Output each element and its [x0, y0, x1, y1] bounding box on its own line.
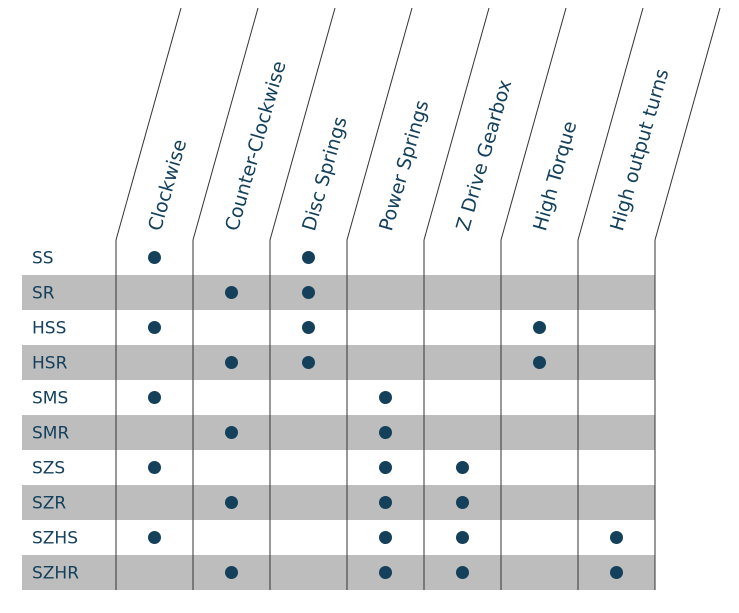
- row-label: SS: [32, 249, 54, 269]
- feature-dot: [302, 356, 315, 369]
- row-label: HSR: [32, 354, 68, 374]
- feature-dot: [379, 496, 392, 509]
- feature-dot: [610, 566, 623, 579]
- header-divider: [423, 7, 490, 241]
- row-label: SZHR: [32, 564, 79, 584]
- feature-dot: [379, 566, 392, 579]
- header-divider: [346, 7, 413, 241]
- row-label: HSS: [32, 319, 66, 339]
- column-header: Power Springs: [375, 98, 433, 234]
- header-divider: [500, 7, 567, 241]
- row-stripe: [22, 275, 655, 310]
- feature-dot: [379, 426, 392, 439]
- feature-dot: [225, 426, 238, 439]
- row-stripe: [22, 345, 655, 380]
- feature-dot: [533, 321, 546, 334]
- row-label: SR: [32, 284, 55, 304]
- feature-dot: [148, 251, 161, 264]
- feature-dot: [456, 461, 469, 474]
- feature-dot: [379, 461, 392, 474]
- feature-dot: [379, 391, 392, 404]
- feature-dot: [456, 496, 469, 509]
- column-header: Disc Springs: [298, 114, 352, 233]
- feature-dot: [148, 531, 161, 544]
- feature-dot: [610, 531, 623, 544]
- feature-dot: [379, 531, 392, 544]
- feature-dot: [148, 321, 161, 334]
- feature-dot: [225, 356, 238, 369]
- column-header: High Torque: [529, 119, 581, 234]
- row-stripe: [22, 555, 655, 590]
- column-header: Counter-Clockwise: [221, 59, 291, 234]
- row-label: SZS: [32, 459, 65, 479]
- feature-dot: [148, 391, 161, 404]
- feature-dot: [225, 566, 238, 579]
- header-divider: [269, 7, 336, 241]
- column-header: Clockwise: [144, 137, 191, 233]
- row-label: SMS: [32, 389, 68, 409]
- feature-dot: [302, 286, 315, 299]
- row-stripe: [22, 485, 655, 520]
- row-label: SMR: [32, 424, 69, 444]
- row-label: SZHS: [32, 529, 78, 549]
- feature-dot: [302, 251, 315, 264]
- feature-dot: [533, 356, 546, 369]
- column-header: High output turns: [606, 66, 673, 233]
- header-divider: [192, 7, 259, 241]
- header-divider: [115, 7, 182, 241]
- feature-dot: [302, 321, 315, 334]
- header-divider: [577, 7, 644, 241]
- header-divider: [654, 7, 721, 241]
- row-label: SZR: [32, 494, 66, 514]
- feature-dot: [225, 496, 238, 509]
- feature-dot: [456, 566, 469, 579]
- feature-dot: [225, 286, 238, 299]
- feature-dot: [456, 531, 469, 544]
- feature-dot: [148, 461, 161, 474]
- row-stripe: [22, 415, 655, 450]
- column-header: Z Drive Gearbox: [452, 77, 516, 233]
